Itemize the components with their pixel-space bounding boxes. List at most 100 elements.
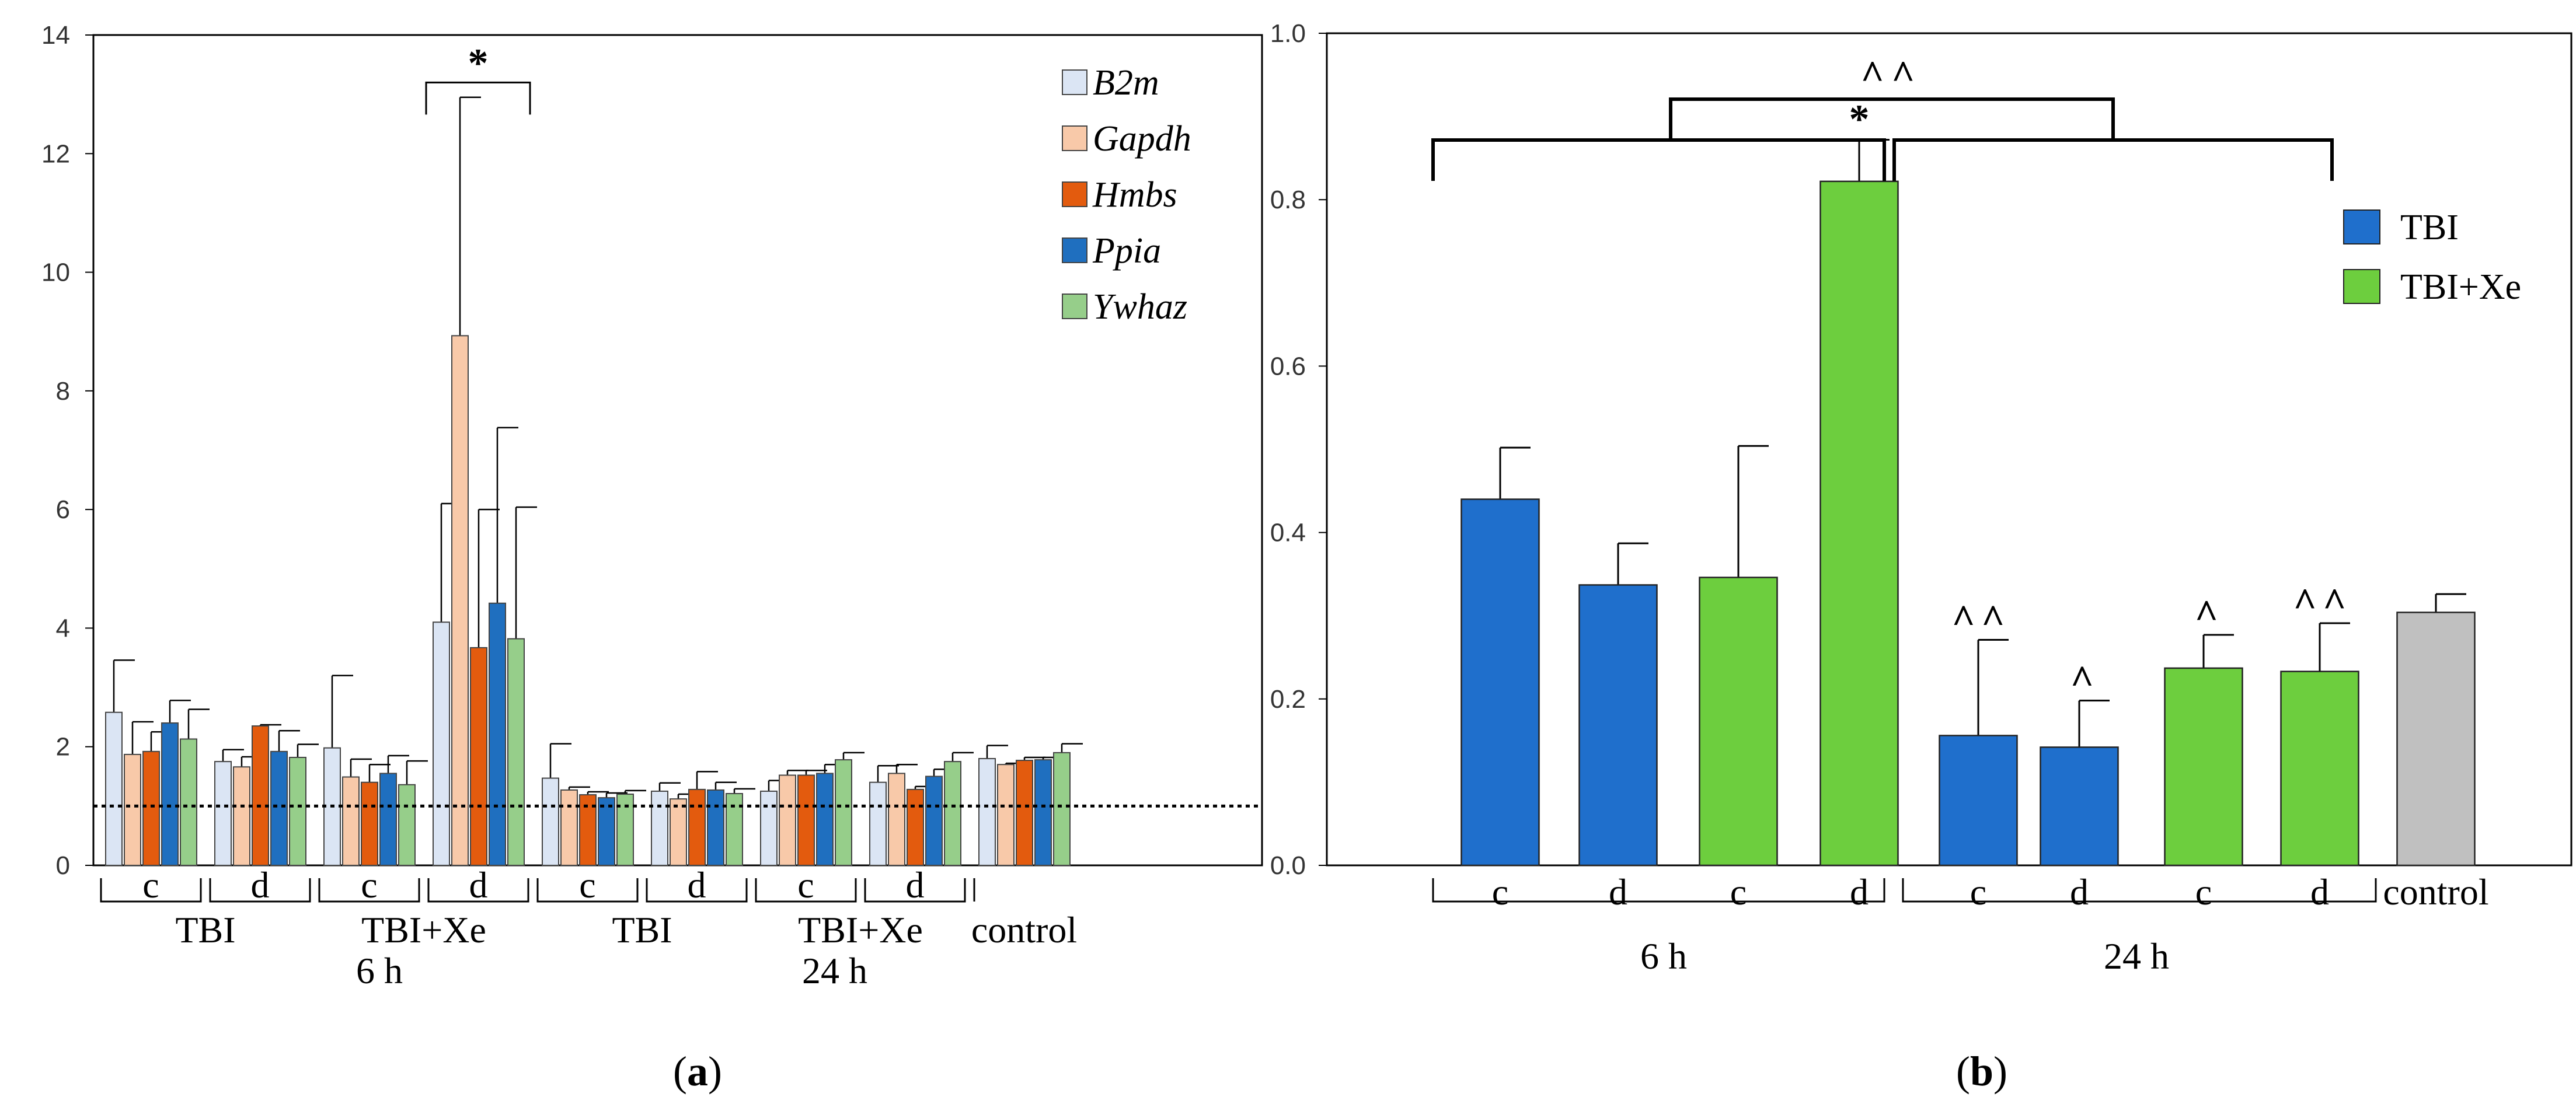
- subgroup-bracket: [864, 878, 966, 903]
- bar-gapdh: [124, 753, 141, 866]
- bar-b2m: [978, 758, 996, 866]
- subgroup-label: d: [469, 864, 488, 906]
- panel-paren: (: [673, 1048, 687, 1095]
- y-tick-label: 12: [41, 139, 70, 168]
- bar-ywhaz: [1053, 752, 1071, 866]
- legend-swatch: [2343, 269, 2380, 304]
- y-tick-label: 0.6: [1270, 352, 1306, 380]
- time-bracket: [1432, 878, 1885, 903]
- legend-label: B2m: [1093, 63, 1159, 103]
- y-tick-label: 8: [56, 377, 70, 406]
- subgroup-label: d: [688, 864, 706, 906]
- treatment-label: control: [971, 909, 1077, 951]
- bar: [1819, 180, 1899, 867]
- legend-label: Ppia: [1092, 231, 1161, 271]
- legend-swatch: [2343, 209, 2380, 244]
- subgroup-bracket: [427, 878, 529, 903]
- y-tick-label: 0.8: [1270, 186, 1306, 214]
- significance-mark: ^^: [1951, 598, 2010, 642]
- comparison-bracket: [1669, 97, 2115, 140]
- bar-ywhaz: [180, 738, 197, 867]
- bar-gapdh: [560, 789, 578, 866]
- x-category-label: c: [1492, 871, 1508, 913]
- bar-hmbs: [361, 781, 378, 866]
- bar-ppia: [379, 773, 397, 867]
- bar-b2m: [542, 777, 559, 866]
- y-tick-label: 0.2: [1270, 685, 1306, 714]
- y-tick-label: 1.0: [1270, 19, 1306, 48]
- subgroup-label: d: [251, 864, 270, 906]
- treatment-label: TBI: [175, 909, 235, 951]
- bar-ppia: [925, 775, 943, 867]
- subgroup-bracket: [755, 878, 857, 903]
- bar-ywhaz: [507, 638, 525, 866]
- legend-swatch: [1062, 69, 1087, 95]
- subgroup-label: c: [579, 864, 595, 906]
- y-tick-label: 0: [56, 851, 70, 880]
- subgroup-label: c: [142, 864, 159, 906]
- subgroup-bracket: [536, 878, 639, 903]
- x-category-label: d: [2310, 871, 2329, 913]
- subgroup-bracket: [318, 878, 420, 903]
- x-category-label: d: [1850, 871, 1869, 913]
- bar-ywhaz: [398, 784, 416, 867]
- bar: [2164, 667, 2243, 867]
- bar: [1578, 584, 1658, 867]
- bar-ywhaz: [944, 761, 961, 866]
- bar-b2m: [105, 711, 123, 867]
- x-category-label: d: [2070, 871, 2089, 913]
- legend-label: TBI+Xe: [2400, 267, 2521, 307]
- bar-hmbs: [797, 774, 815, 866]
- subgroup-label: c: [361, 864, 377, 906]
- significance-mark: ^: [2070, 658, 2094, 703]
- bar-b2m: [651, 790, 668, 866]
- subgroup-label: d: [906, 864, 925, 906]
- bar: [2280, 670, 2359, 867]
- bar: [1460, 498, 1540, 867]
- bar-b2m: [214, 761, 232, 866]
- bar-ppia: [489, 602, 506, 866]
- bar-gapdh: [888, 773, 905, 867]
- y-tick-label: 6: [56, 495, 70, 524]
- time-label: 24 h: [802, 950, 867, 991]
- significance-star: *: [468, 41, 489, 86]
- significance-mark: ^: [2195, 592, 2219, 637]
- bar: [1699, 577, 1778, 867]
- bar-b2m: [760, 790, 778, 866]
- bar-hmbs: [470, 647, 487, 866]
- bar: [1939, 735, 2018, 867]
- bar-hmbs: [907, 788, 924, 866]
- legend-label: Ywhaz: [1093, 287, 1187, 327]
- time-label: 24 h: [2104, 935, 2169, 977]
- legend-label: Hmbs: [1092, 175, 1177, 215]
- y-tick-label: 14: [41, 21, 70, 50]
- bar: [2040, 746, 2119, 867]
- bar-gapdh: [997, 764, 1015, 867]
- bar-hmbs: [252, 725, 269, 866]
- y-tick-label: 10: [41, 258, 70, 287]
- bar-gapdh: [451, 335, 469, 866]
- panel-letter: b: [1970, 1048, 1993, 1095]
- x-category-label: c: [1970, 871, 1986, 913]
- legend-label: Gapdh: [1093, 119, 1191, 159]
- y-tick-label: 0.4: [1270, 519, 1306, 547]
- significance-mark: ^^: [2293, 581, 2352, 626]
- x-category-label: control: [2383, 871, 2488, 913]
- x-category-label: d: [1609, 871, 1627, 913]
- bar: [2396, 612, 2476, 867]
- bar-hmbs: [1016, 760, 1033, 867]
- panel-b: 0.0 0.2 0.4 0.6 0.8 1.0 c d c * d ^^ c ^ d ^ c ^^ d control…: [1270, 19, 2572, 1095]
- bar-ppia: [816, 773, 834, 867]
- significance-bracket: [425, 81, 531, 115]
- panel-label-b: (b): [1956, 1048, 2007, 1095]
- panel-letter: a: [687, 1048, 708, 1095]
- bar-b2m: [433, 621, 450, 866]
- time-bracket: [1902, 878, 2377, 903]
- bar-ywhaz: [835, 759, 852, 866]
- bar-ppia: [161, 722, 179, 866]
- bar-ppia: [598, 797, 615, 867]
- bar-gapdh: [342, 776, 360, 866]
- group-bracket-6h: [1431, 138, 1886, 181]
- bar-gapdh: [670, 798, 687, 867]
